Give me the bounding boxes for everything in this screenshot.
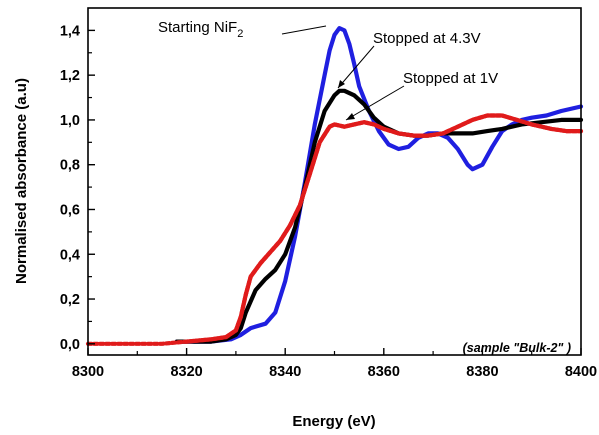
x-tick-label: 8400 [565, 364, 597, 380]
series-label-stopped-4-3v: Stopped at 4.3V [373, 30, 481, 47]
sample-annotation: (sample "Bulk-2" ) [463, 341, 571, 355]
plot-area [85, 26, 584, 346]
y-axis: 0,0 0,2 0,4 0,6 0,8 1,0 1,2 1,4 [60, 23, 95, 353]
y-axis-label: Normalised absorbance (a.u) [13, 78, 30, 284]
label-leader-4-3v [337, 45, 375, 89]
series-stopped-1v [85, 113, 584, 346]
plot-frame [87, 7, 582, 356]
y-tick-label: 1,2 [60, 68, 80, 84]
x-tick-label: 8340 [269, 364, 301, 380]
x-tick-label: 8380 [466, 364, 498, 380]
arrow-head-1v [346, 113, 355, 120]
x-axis: 8300 8320 8340 8360 8380 8400 [72, 348, 597, 380]
x-tick-label: 8300 [72, 364, 104, 380]
y-tick-label: 0,2 [60, 292, 80, 308]
legend-label-4-3v: Stopped at 4.3V [337, 30, 481, 89]
series-label-stopped-1v: Stopped at 1V [403, 70, 498, 87]
x-tick-label: 8320 [170, 364, 202, 380]
series-starting-nif2 [174, 26, 584, 344]
y-tick-label: 0,4 [60, 247, 80, 263]
label-leader-1v [345, 85, 405, 121]
series-label-starting-nif2: Starting NiF [158, 19, 237, 36]
svg-text:Starting NiF2: Starting NiF2 [158, 19, 243, 40]
y-tick-label: 1,0 [60, 113, 80, 129]
legend-label-1v: Stopped at 1V [345, 70, 498, 121]
legend-label-starting: Starting NiF2 [158, 19, 327, 40]
x-tick-label: 8360 [368, 364, 400, 380]
y-tick-label: 0,0 [60, 337, 80, 353]
series-stopped-4-3v [174, 88, 584, 344]
y-tick-label: 0,6 [60, 202, 80, 218]
y-tick-label: 0,8 [60, 158, 80, 174]
x-axis-label: Energy (eV) [292, 413, 375, 430]
arrow-head-4-3v [338, 80, 345, 88]
y-tick-label: 1,4 [60, 23, 80, 39]
series-stopped-1v-solid [184, 113, 584, 344]
series-label-subscript: 2 [237, 28, 243, 40]
label-leader-starting [281, 25, 327, 35]
